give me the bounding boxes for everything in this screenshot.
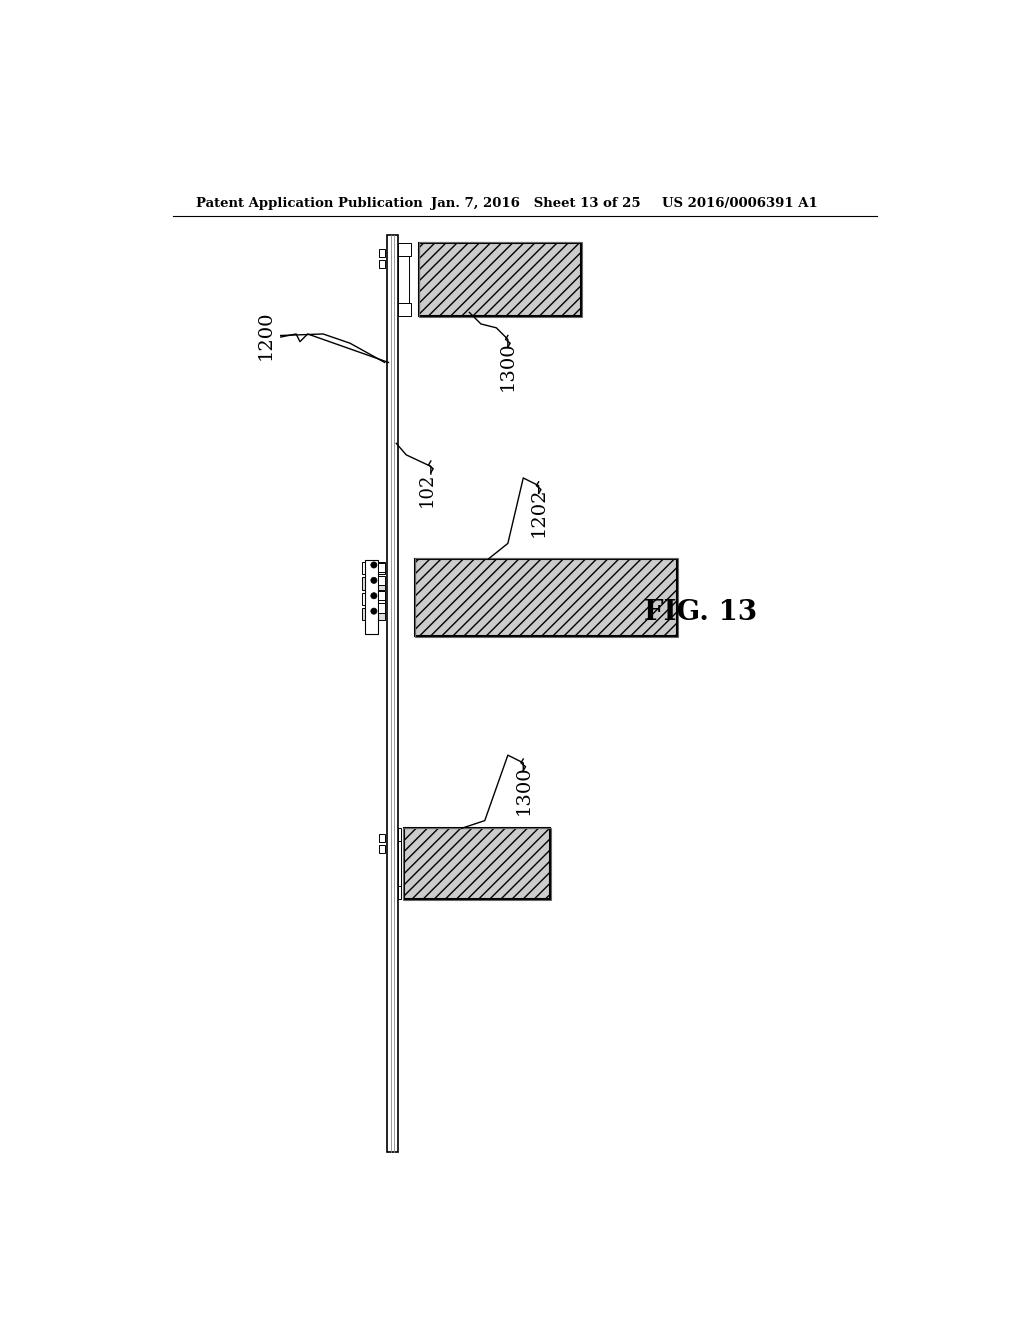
Circle shape [371, 562, 377, 568]
Bar [403, 829, 550, 899]
Text: 1300: 1300 [514, 766, 532, 814]
Bar [403, 828, 551, 900]
Bar [362, 562, 385, 574]
Bar [397, 243, 411, 256]
Bar [415, 558, 678, 636]
Text: 1202: 1202 [529, 488, 548, 537]
Bar [416, 558, 677, 636]
Text: Jan. 7, 2016   Sheet 13 of 25: Jan. 7, 2016 Sheet 13 of 25 [431, 197, 640, 210]
Circle shape [371, 577, 377, 583]
Bar [362, 577, 385, 590]
Bar [397, 304, 411, 317]
Bar [362, 609, 385, 620]
Bar [379, 845, 385, 853]
Circle shape [371, 593, 377, 599]
Bar [378, 591, 385, 601]
Bar [379, 834, 385, 842]
Text: 1300: 1300 [499, 342, 517, 391]
Bar [366, 560, 378, 635]
Bar [379, 249, 385, 257]
Circle shape [371, 609, 377, 614]
Text: FIG. 13: FIG. 13 [644, 599, 757, 626]
Bar [379, 260, 385, 268]
Bar [378, 562, 385, 572]
Bar [387, 235, 397, 1151]
Bar [397, 841, 400, 887]
Text: Patent Application Publication: Patent Application Publication [196, 197, 423, 210]
Text: 1200: 1200 [256, 310, 274, 360]
Bar [378, 576, 385, 585]
Text: US 2016/0006391 A1: US 2016/0006391 A1 [662, 197, 817, 210]
Bar [378, 603, 385, 612]
Bar [419, 243, 581, 317]
Bar [362, 593, 385, 605]
Bar [397, 887, 401, 899]
Text: 102: 102 [418, 473, 436, 507]
Bar [397, 829, 401, 841]
Bar [397, 256, 409, 304]
Bar [419, 243, 582, 317]
